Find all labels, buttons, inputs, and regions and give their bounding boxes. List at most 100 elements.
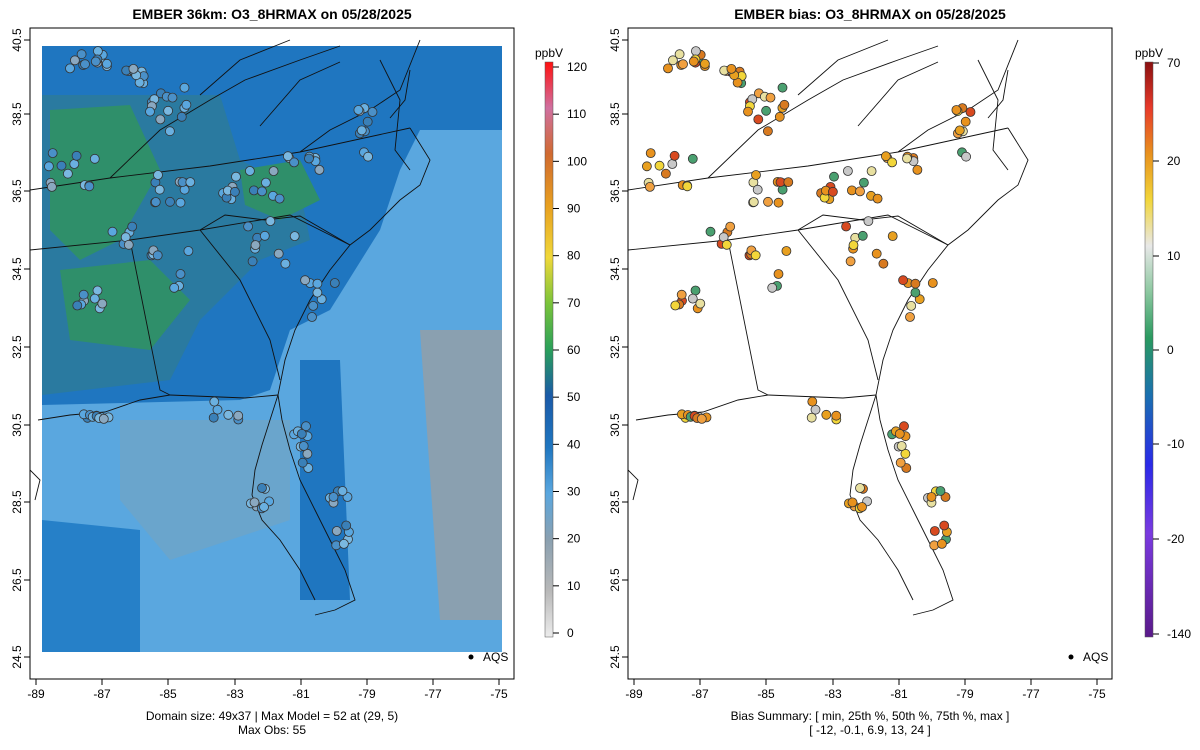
aqs-site-marker — [765, 92, 776, 103]
model-colorbar: ppbV 0 10 20 30 40 50 60 70 80 90 100 110 120 — [535, 46, 587, 640]
aqs-site-marker — [328, 492, 339, 502]
aqs-site-marker — [127, 221, 138, 232]
aqs-site-marker — [185, 177, 196, 188]
aqs-site-marker — [806, 412, 817, 423]
aqs-site-marker — [667, 159, 678, 169]
aqs-site-marker — [259, 502, 269, 512]
aqs-site-marker — [845, 256, 856, 267]
aqs-site-marker — [761, 105, 771, 116]
aqs-site-marker — [356, 125, 367, 136]
aqs-site-marker — [268, 166, 279, 177]
aqs-site-marker — [233, 410, 244, 421]
aqs-site-marker — [906, 300, 917, 311]
aqs-site-marker — [752, 184, 763, 195]
aqs-site-marker — [670, 300, 681, 311]
y-tick-label: 24.5 — [10, 645, 24, 669]
aqs-site-marker — [935, 486, 946, 496]
aqs-site-marker — [249, 497, 260, 508]
aqs-site-marker — [301, 421, 311, 432]
aqs-site-marker — [894, 428, 905, 439]
y-tick-label: 36.5 — [608, 179, 622, 203]
aqs-site-marker — [642, 161, 652, 172]
model-field — [42, 46, 502, 652]
x-tick-label: -85 — [159, 687, 177, 701]
aqs-site-marker — [895, 457, 906, 468]
aqs-site-marker — [314, 164, 325, 175]
aqs-site-marker — [167, 92, 178, 103]
right-footer: Bias Summary: [ min, 25th %, 50th %, 75t… — [628, 709, 1112, 737]
aqs-site-marker — [70, 55, 80, 66]
x-tick-label: -75 — [1088, 687, 1106, 701]
y-tick-label: 38.5 — [608, 102, 622, 126]
aqs-site-marker — [47, 181, 57, 192]
aqs-site-marker — [905, 312, 915, 322]
colorbar-unit: ppbV — [1135, 46, 1163, 60]
aqs-site-marker — [69, 159, 80, 169]
aqs-site-marker — [821, 409, 832, 420]
aqs-site-marker — [302, 448, 313, 459]
aqs-site-marker — [841, 221, 851, 232]
aqs-site-marker — [912, 164, 923, 175]
aqs-site-marker — [363, 151, 374, 162]
aqs-site-marker — [308, 300, 319, 311]
aqs-site-marker — [71, 150, 82, 161]
y-tick-label: 34.5 — [10, 257, 24, 281]
aqs-site-marker — [902, 153, 912, 164]
aqs-site-marker — [90, 56, 101, 67]
x-tick-label: -83 — [824, 687, 842, 701]
aqs-site-marker — [900, 448, 911, 459]
left-map-panel: -89 -87 -85 -83 -81 -79 -77 -75 24.5 26.5 28.5 30.5… — [10, 27, 515, 701]
colorbar-tick-label: 70 — [1167, 56, 1181, 70]
aqs-site-marker — [682, 181, 693, 192]
left-panel-title: EMBER 36km: O3_8HRMAX on 05/28/2025 — [132, 6, 412, 22]
aqs-site-marker — [831, 410, 842, 421]
aqs-site-marker — [767, 282, 778, 293]
aqs-site-marker — [145, 106, 155, 117]
aqs-site-marker — [726, 64, 737, 74]
aqs-site-marker — [300, 275, 311, 286]
x-tick-label: -77 — [1022, 687, 1040, 701]
y-tick-label: 36.5 — [10, 179, 24, 203]
y-tick-label: 28.5 — [10, 490, 24, 514]
aqs-site-marker — [960, 116, 971, 127]
aqs-site-marker — [298, 441, 309, 451]
aqs-site-marker — [259, 230, 270, 241]
aqs-site-marker — [250, 240, 261, 251]
aqs-site-marker — [847, 497, 858, 508]
aqs-site-marker — [700, 58, 710, 69]
aqs-site-marker — [843, 166, 853, 176]
y-tick-label: 34.5 — [608, 257, 622, 281]
map-legend: AQS — [468, 650, 508, 664]
aqs-site-marker — [743, 106, 753, 117]
aqs-site-marker — [896, 441, 907, 451]
aqs-site-marker — [763, 196, 773, 207]
aqs-site-marker — [150, 197, 161, 207]
aqs-site-marker — [669, 150, 680, 161]
aqs-site-marker — [725, 221, 736, 232]
aqs-site-marker — [280, 258, 291, 269]
aqs-site-marker — [847, 185, 857, 196]
y-tick-label: 38.5 — [10, 102, 24, 126]
colorbar-tick-label: 40 — [567, 437, 581, 451]
aqs-site-marker — [175, 269, 186, 279]
x-tick-label: -85 — [757, 687, 775, 701]
aqs-site-marker — [751, 170, 761, 180]
aqs-site-marker — [47, 148, 58, 159]
x-tick-label: -81 — [890, 687, 908, 701]
aqs-site-marker — [93, 46, 103, 56]
aqs-site-marker — [175, 197, 186, 208]
aqs-site-marker — [857, 230, 868, 241]
aqs-site-marker — [289, 231, 300, 242]
right-axes: -89 -87 -85 -83 -81 -79 -77 -75 24.5 26.5 28.5 30.5… — [608, 28, 1106, 701]
x-tick-label: -79 — [956, 687, 974, 701]
aqs-site-marker — [257, 186, 267, 197]
aqs-site-marker — [312, 287, 323, 298]
y-tick-label: 26.5 — [608, 568, 622, 592]
aqs-site-marker — [829, 171, 839, 182]
aqs-site-marker — [855, 186, 865, 197]
aqs-site-marker — [89, 153, 100, 164]
aqs-site-marker — [163, 105, 174, 116]
aqs-site-marker — [331, 526, 342, 536]
x-tick-label: -75 — [490, 687, 508, 701]
aqs-site-marker — [878, 258, 889, 269]
